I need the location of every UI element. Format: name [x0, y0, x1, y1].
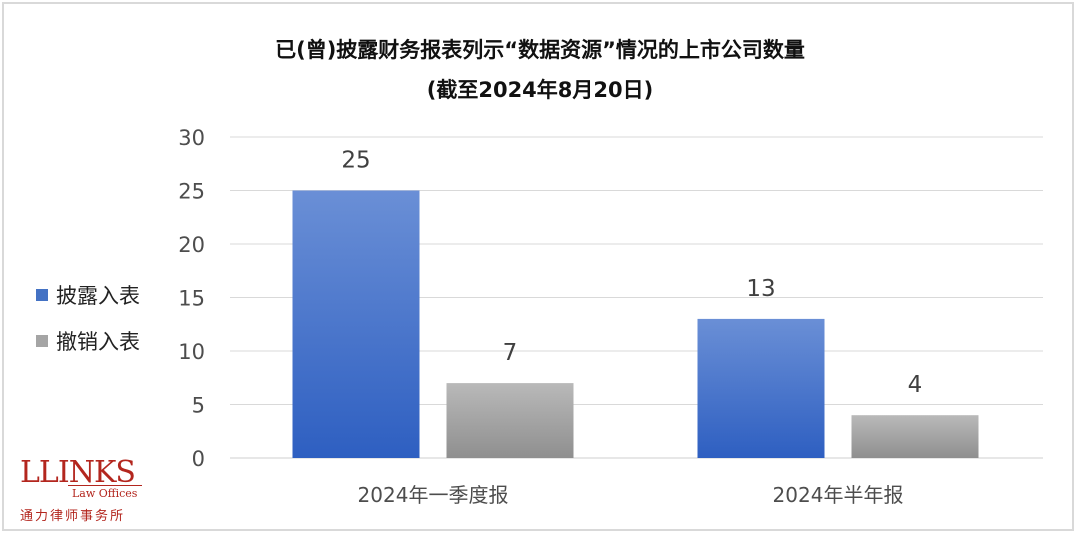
y-tick-label: 5	[192, 394, 205, 418]
bar	[292, 190, 420, 458]
data-labels: 25 13 7 4	[341, 148, 922, 399]
legend-label-disclosed: 披露入表	[56, 284, 140, 308]
chart-subtitle: (截至2024年8月20日)	[426, 78, 654, 102]
y-tick-label: 30	[178, 126, 205, 150]
legend-item-revoked: 撤销入表	[36, 328, 140, 354]
category-label: 2024年一季度报	[358, 483, 509, 507]
y-tick-label: 15	[178, 287, 205, 311]
bar	[446, 383, 574, 458]
legend-swatch-gray	[36, 335, 48, 347]
y-tick-label: 0	[192, 447, 205, 471]
logo-wordmark: LLINKS	[20, 455, 136, 490]
y-tick-label: 25	[178, 180, 205, 204]
llinks-logo: LLINKS Law Offices 通力律师事务所	[18, 455, 148, 525]
data-label: 25	[341, 148, 370, 174]
bars	[292, 190, 979, 458]
chart-title: 已(曾)披露财务报表列示“数据资源”情况的上市公司数量	[275, 38, 805, 62]
logo-subtitle: Law Offices	[72, 487, 138, 500]
legend-label-revoked: 撤销入表	[56, 330, 140, 354]
y-tick-label: 20	[178, 233, 205, 257]
legend: 披露入表 撤销入表	[36, 282, 140, 374]
logo-rule	[68, 485, 142, 486]
logo-chinese-name: 通力律师事务所	[20, 509, 126, 524]
data-label: 13	[746, 276, 775, 302]
bar	[697, 318, 825, 458]
x-axis-categories: 2024年一季度报 2024年半年报	[358, 483, 904, 507]
data-label: 4	[908, 372, 923, 398]
data-label: 7	[503, 340, 518, 366]
legend-item-disclosed: 披露入表	[36, 282, 140, 308]
bar	[851, 415, 979, 458]
category-label: 2024年半年报	[773, 483, 904, 507]
y-tick-label: 10	[178, 340, 205, 364]
y-axis-ticks: 0 5 10 15 20 25 30	[178, 126, 205, 471]
legend-swatch-blue	[36, 289, 48, 301]
